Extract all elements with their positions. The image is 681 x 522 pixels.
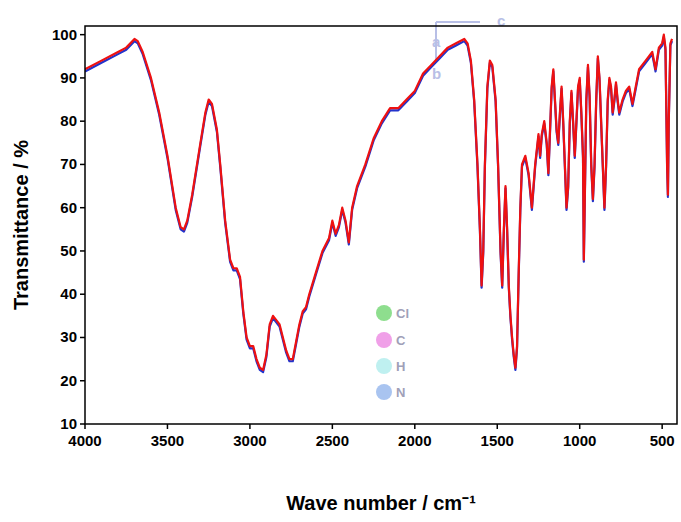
series-group xyxy=(85,35,672,372)
annotation-swatch xyxy=(376,384,392,400)
annotation-swatch xyxy=(376,305,392,321)
y-tick-label: 70 xyxy=(60,155,77,172)
crystal-axis xyxy=(436,21,480,23)
y-tick xyxy=(80,164,85,166)
y-tick xyxy=(80,77,85,79)
y-tick xyxy=(80,207,85,209)
crystal-axis xyxy=(435,22,437,62)
plot-frame xyxy=(85,26,677,424)
x-tick-label: 2500 xyxy=(316,432,349,449)
y-tick xyxy=(80,250,85,252)
y-tick-label: 30 xyxy=(60,328,77,345)
y-tick-label: 80 xyxy=(60,112,77,129)
x-tick xyxy=(579,424,581,429)
y-tick xyxy=(80,34,85,36)
y-tick-label: 90 xyxy=(60,69,77,86)
annotation-swatch xyxy=(376,358,392,374)
annotation-label: N xyxy=(396,385,405,400)
annotation-swatch xyxy=(376,332,392,348)
y-tick-label: 50 xyxy=(60,242,77,259)
y-tick-label: 60 xyxy=(60,199,77,216)
chart: ClCHNcab10203040506070809010040003500300… xyxy=(0,0,681,522)
x-tick xyxy=(332,424,334,429)
annotation-label: H xyxy=(396,359,405,374)
y-tick xyxy=(80,380,85,382)
x-axis-title: Wave number / cm⁻¹ xyxy=(286,492,476,514)
y-tick xyxy=(80,120,85,122)
x-tick xyxy=(249,424,251,429)
x-tick-label: 4000 xyxy=(68,432,101,449)
x-tick xyxy=(414,424,416,429)
spectrum-line xyxy=(85,35,672,370)
annotation-label: Cl xyxy=(396,306,409,321)
y-tick-label: 10 xyxy=(60,415,77,432)
x-tick xyxy=(497,424,499,429)
x-tick xyxy=(84,424,86,429)
x-tick-label: 500 xyxy=(650,432,675,449)
annotation-label: C xyxy=(396,333,406,348)
x-tick-label: 3000 xyxy=(233,432,266,449)
x-tick-label: 3500 xyxy=(151,432,184,449)
y-tick-label: 100 xyxy=(52,26,77,43)
annotations: ClCHNcab xyxy=(376,12,505,400)
x-tick-label: 1000 xyxy=(563,432,596,449)
y-tick xyxy=(80,293,85,295)
x-tick-label: 1500 xyxy=(481,432,514,449)
y-axis-title: Transmittance / % xyxy=(10,140,32,310)
y-tick-label: 20 xyxy=(60,372,77,389)
y-tick xyxy=(80,337,85,339)
x-tick xyxy=(167,424,169,429)
y-tick-label: 40 xyxy=(60,285,77,302)
x-tick-label: 2000 xyxy=(398,432,431,449)
annotation-label: b xyxy=(432,65,441,82)
x-tick xyxy=(661,424,663,429)
